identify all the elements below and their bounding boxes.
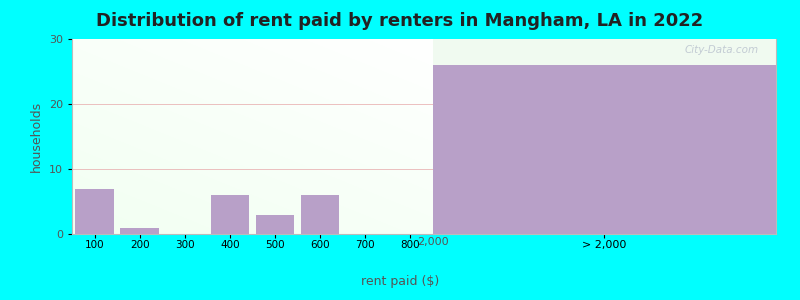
Bar xyxy=(75,188,114,234)
Bar xyxy=(256,214,294,234)
Bar xyxy=(210,195,249,234)
Text: rent paid ($): rent paid ($) xyxy=(361,275,439,288)
Text: Distribution of rent paid by renters in Mangham, LA in 2022: Distribution of rent paid by renters in … xyxy=(96,12,704,30)
Text: 2,000: 2,000 xyxy=(417,237,448,247)
Bar xyxy=(433,65,776,234)
Y-axis label: households: households xyxy=(30,101,43,172)
Bar xyxy=(121,227,158,234)
Bar xyxy=(301,195,339,234)
Text: City-Data.com: City-Data.com xyxy=(685,45,759,55)
